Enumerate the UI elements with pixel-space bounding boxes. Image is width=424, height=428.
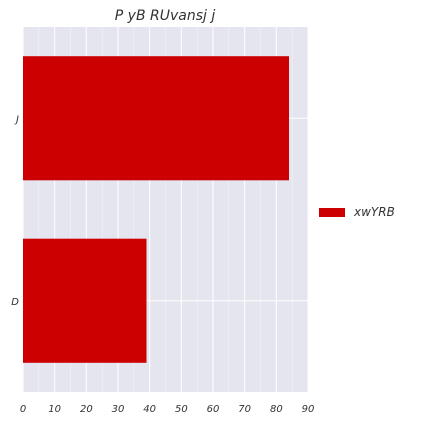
y-tick-label: D bbox=[11, 297, 19, 308]
legend-label: xwYRB bbox=[353, 205, 395, 219]
bars bbox=[23, 56, 289, 363]
x-tick-label: 90 bbox=[302, 404, 315, 415]
x-tick-label: 20 bbox=[80, 404, 93, 415]
legend-swatch bbox=[319, 208, 345, 217]
bar-D bbox=[23, 238, 147, 363]
chart-title: P yB RUvansj j bbox=[115, 8, 216, 24]
bar-J bbox=[23, 56, 289, 181]
y-tick-label: J bbox=[14, 114, 19, 125]
x-tick-label: 60 bbox=[207, 404, 220, 415]
x-tick-label: 50 bbox=[175, 404, 188, 415]
x-tick-label: 10 bbox=[48, 404, 61, 415]
x-tick-label: 80 bbox=[270, 404, 283, 415]
x-tick-labels: 0 10 20 30 40 50 60 70 80 90 bbox=[20, 404, 315, 415]
x-tick-label: 30 bbox=[112, 404, 125, 415]
legend: xwYRB bbox=[319, 205, 395, 219]
y-tick-labels: JD bbox=[11, 114, 19, 308]
x-tick-label: 70 bbox=[238, 404, 251, 415]
x-tick-label: 0 bbox=[20, 404, 26, 415]
x-tick-label: 40 bbox=[143, 404, 156, 415]
